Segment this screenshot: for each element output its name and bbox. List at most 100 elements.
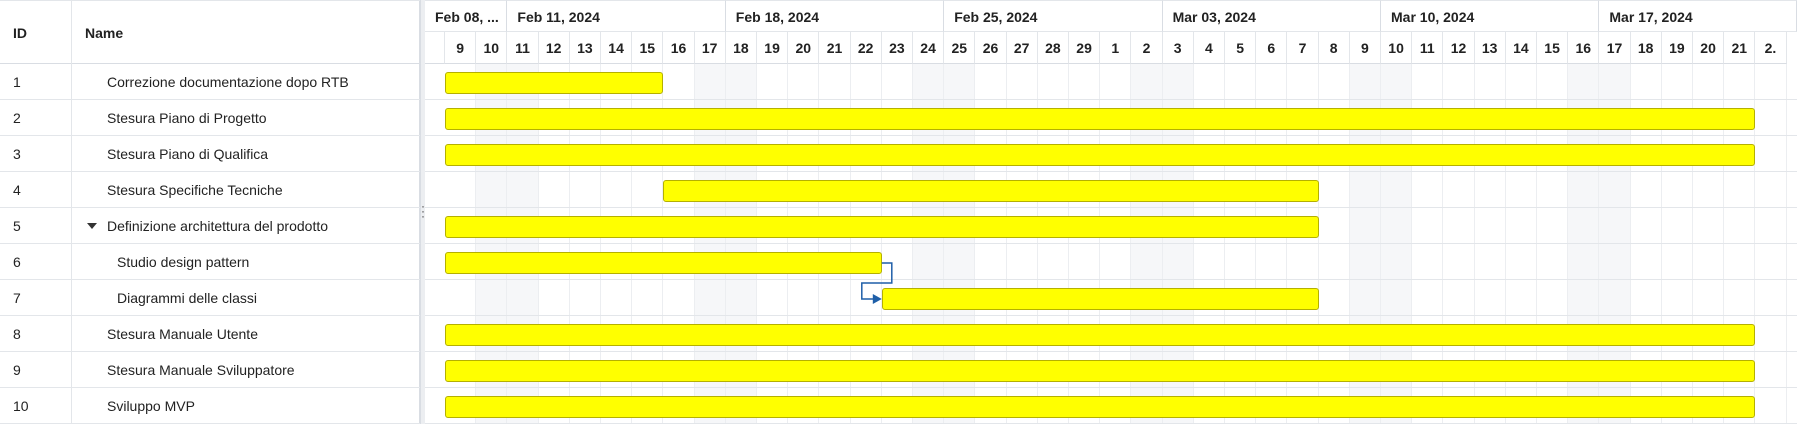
grid-row-line [425, 135, 1797, 136]
day-header-cell: 16 [663, 32, 695, 64]
task-row[interactable]: 3 Stesura Piano di Qualifica [0, 136, 420, 172]
day-header-cell: 27 [1006, 32, 1038, 64]
column-header-id[interactable]: ID [13, 25, 27, 41]
task-row[interactable]: 2 Stesura Piano di Progetto [0, 100, 420, 136]
grid-column-line [631, 64, 633, 424]
task-id: 5 [13, 218, 21, 234]
day-header-cell: 3 [1162, 32, 1194, 64]
grid-row-line [425, 171, 1797, 172]
task-id: 2 [13, 110, 21, 126]
week-header-cell: Feb 25, 2024 [944, 0, 1163, 32]
grid-column-line [1192, 64, 1194, 424]
grid-row-line [425, 99, 1797, 100]
task-row[interactable]: 7 Diagrammi delle classi [0, 280, 420, 316]
grid-column-line [1348, 64, 1350, 424]
task-bar[interactable] [445, 72, 664, 94]
week-header-cell: Mar 03, 2024 [1162, 0, 1381, 32]
day-header-cell: 1 [1100, 32, 1132, 64]
day-header-cell: 15 [632, 32, 664, 64]
grid-column-line [1317, 64, 1319, 424]
week-header-cell: Feb 18, 2024 [725, 0, 945, 32]
task-id: 6 [13, 254, 21, 270]
grid-column-line [1692, 64, 1693, 424]
grid-row-line [425, 315, 1797, 316]
grid-row-line [425, 351, 1797, 352]
task-grid: ID Name 1 Correzione documentazione dopo … [0, 0, 420, 424]
day-header-cell: 17 [694, 32, 726, 64]
day-header-cell: 4 [1193, 32, 1225, 64]
grid-column-line [912, 64, 913, 424]
grid-column-line [880, 64, 882, 424]
day-header-cell: 20 [788, 32, 820, 64]
task-bar[interactable] [663, 180, 1319, 202]
collapse-caret-icon[interactable] [87, 223, 97, 229]
day-header-cell: 19 [757, 32, 789, 64]
grid-column-line [1005, 64, 1007, 424]
day-header-cell: 28 [1037, 32, 1069, 64]
resize-handle-icon[interactable]: · · · [421, 199, 425, 223]
day-header-cell: 22 [850, 32, 882, 64]
column-separator[interactable] [71, 0, 72, 424]
day-header-cell: 25 [944, 32, 976, 64]
link-arrow-icon [872, 294, 882, 304]
day-header-cell: 16 [1568, 32, 1600, 64]
task-id: 8 [13, 326, 21, 342]
day-header-cell: 12 [538, 32, 570, 64]
task-name: Definizione architettura del prodotto [107, 218, 329, 234]
day-header-cell: 15 [1537, 32, 1569, 64]
task-bar[interactable] [445, 324, 1756, 346]
task-id: 10 [13, 398, 29, 414]
grid-column-line [1068, 64, 1069, 424]
grid-column-line [1286, 64, 1288, 424]
dependency-link[interactable] [861, 262, 893, 300]
grid-column-line [1130, 64, 1132, 424]
task-bar[interactable] [881, 288, 1319, 310]
task-bar[interactable] [445, 396, 1756, 418]
grid-column-line [662, 64, 664, 424]
day-header-cell: 26 [975, 32, 1007, 64]
task-id: 3 [13, 146, 21, 162]
task-bar[interactable] [445, 360, 1756, 382]
day-header-cell: 12 [1443, 32, 1475, 64]
grid-column-line [787, 64, 789, 424]
dependency-links [861, 262, 893, 304]
task-name: Stesura Manuale Sviluppatore [107, 362, 295, 378]
task-bar[interactable] [445, 144, 1756, 166]
grid-column-line [1536, 64, 1537, 424]
day-header-cell: 10 [1381, 32, 1413, 64]
grid-column-line [568, 64, 570, 424]
day-header-cell: 11 [1412, 32, 1444, 64]
day-header-cell: 19 [1661, 32, 1693, 64]
task-row[interactable]: 9 Stesura Manuale Sviluppatore [0, 352, 420, 388]
grid-column-line [1161, 64, 1163, 424]
day-header-cell: 23 [881, 32, 913, 64]
grid-row-line [425, 243, 1797, 244]
day-header-cell [425, 32, 445, 64]
day-header-cell: 13 [1474, 32, 1506, 64]
grid-column-line [506, 64, 508, 424]
task-id: 1 [13, 74, 21, 90]
day-header-cell: 6 [1256, 32, 1288, 64]
grid-column-line [693, 64, 695, 424]
panel-resizer[interactable] [420, 0, 425, 424]
task-bar[interactable] [445, 252, 882, 274]
grid-row-line [425, 279, 1797, 280]
task-row[interactable]: 1 Correzione documentazione dopo RTB [0, 64, 420, 100]
column-header-name[interactable]: Name [85, 25, 124, 41]
grid-column-line [849, 64, 851, 424]
task-row[interactable]: 6 Studio design pattern [0, 244, 420, 280]
task-bar[interactable] [445, 216, 1319, 238]
task-row[interactable]: 8 Stesura Manuale Utente [0, 316, 420, 352]
grid-column-line [818, 64, 820, 424]
day-header-cell: 18 [725, 32, 757, 64]
grid-column-line [1723, 64, 1725, 424]
grid-row-line [425, 387, 1797, 388]
task-row[interactable]: 5 Definizione architettura del prodotto [0, 208, 420, 244]
task-row[interactable]: 4 Stesura Specifiche Tecniche [0, 172, 420, 208]
task-row[interactable]: 10 Sviluppo MVP [0, 388, 420, 424]
day-header-cell: 24 [913, 32, 945, 64]
grid-column-line [1411, 64, 1413, 424]
day-header-cell: 21 [1724, 32, 1756, 64]
task-bar[interactable] [445, 108, 1756, 130]
day-header-cell: 9 [1349, 32, 1381, 64]
